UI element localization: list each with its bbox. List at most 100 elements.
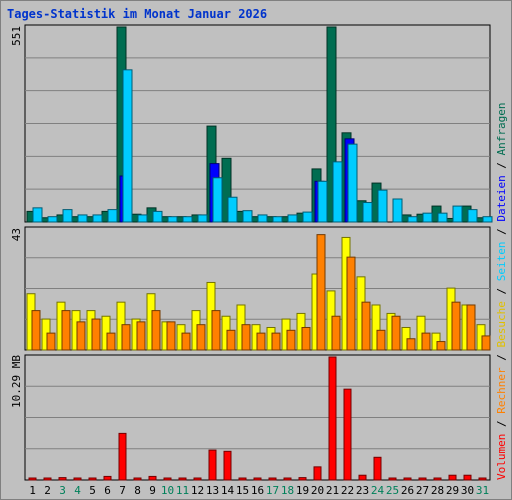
legend-rechner: Rechner (495, 367, 508, 414)
bar-rechner-day-3 (61, 310, 71, 351)
bar-volumen-day-29 (448, 474, 457, 481)
bar-volumen-day-25 (388, 477, 397, 481)
bar-seiten-day-11 (182, 216, 193, 223)
bar-rechner-day-13 (211, 310, 221, 351)
bar-seiten-day-22 (347, 143, 358, 223)
day-label-14: 14 (221, 484, 235, 497)
day-label-28: 28 (431, 484, 444, 497)
day-label-29: 29 (446, 484, 459, 497)
y-max-label-panel-3: 10.29 MB (10, 355, 23, 408)
bar-seiten-day-21 (332, 161, 343, 223)
day-label-25: 25 (386, 484, 399, 497)
bar-rechner-day-14 (226, 329, 236, 351)
bar-rechner-day-15 (241, 324, 251, 351)
bar-seiten-day-1 (32, 207, 43, 223)
bar-rechner-day-18 (286, 329, 296, 351)
bar-volumen-day-4 (73, 477, 82, 481)
bar-volumen-day-15 (238, 477, 247, 481)
bar-seiten-day-24 (377, 189, 388, 223)
day-label-27: 27 (416, 484, 429, 497)
bar-rechner-day-7 (121, 324, 131, 351)
bar-seiten-day-8 (137, 214, 148, 223)
legend-separator: / (495, 414, 508, 434)
bar-rechner-day-22 (346, 256, 356, 351)
bar-rechner-day-23 (361, 301, 371, 351)
bar-rechner-day-9 (151, 310, 161, 351)
day-label-6: 6 (104, 484, 111, 497)
bar-seiten-day-15 (242, 210, 253, 223)
day-label-9: 9 (149, 484, 156, 497)
day-label-11: 11 (176, 484, 189, 497)
bar-rechner-day-30 (466, 304, 476, 351)
day-label-22: 22 (341, 484, 354, 497)
bar-rechner-day-19 (301, 326, 311, 351)
bar-volumen-day-14 (223, 450, 232, 481)
day-label-26: 26 (401, 484, 414, 497)
bar-seiten-day-5 (92, 214, 103, 223)
day-label-12: 12 (191, 484, 204, 497)
legend-separator: / (495, 348, 508, 368)
bar-volumen-day-11 (178, 477, 187, 481)
bar-rechner-day-31 (481, 335, 491, 351)
day-label-24: 24 (371, 484, 385, 497)
bar-seiten-day-2 (47, 216, 58, 223)
bar-seiten-day-4 (77, 214, 88, 223)
day-label-2: 2 (44, 484, 51, 497)
legend-volumen: Volumen (495, 434, 508, 480)
bar-seiten-day-10 (167, 216, 178, 223)
legend-seiten: Seiten (495, 242, 508, 282)
legend-separator: / (495, 222, 508, 242)
bar-volumen-day-20 (313, 466, 322, 481)
bar-rechner-day-5 (91, 318, 101, 351)
bar-volumen-day-21 (328, 356, 337, 481)
legend-separator: / (495, 155, 508, 175)
bar-volumen-day-6 (103, 475, 112, 481)
bar-volumen-day-10 (163, 477, 172, 481)
bar-seiten-day-13 (212, 177, 223, 223)
bar-rechner-day-4 (76, 321, 86, 351)
day-label-3: 3 (59, 484, 66, 497)
y-max-label-panel-2: 43 (10, 228, 23, 241)
day-label-5: 5 (89, 484, 96, 497)
bar-volumen-day-3 (58, 477, 67, 481)
bar-seiten-day-19 (302, 211, 313, 223)
day-label-4: 4 (74, 484, 81, 497)
bar-volumen-day-26 (403, 477, 412, 481)
day-label-7: 7 (119, 484, 126, 497)
bar-volumen-day-8 (133, 477, 142, 481)
day-label-15: 15 (236, 484, 249, 497)
day-label-23: 23 (356, 484, 369, 497)
bar-rechner-day-1 (31, 310, 41, 351)
bar-rechner-day-17 (271, 332, 281, 351)
bar-seiten-day-3 (62, 209, 73, 223)
bar-volumen-day-16 (253, 477, 262, 481)
legend-anfragen: Anfragen (495, 102, 508, 155)
bar-seiten-day-7 (122, 69, 133, 223)
chart-title: Tages-Statistik im Monat Januar 2026 (7, 7, 268, 21)
bar-seiten-day-27 (422, 212, 433, 223)
bar-rechner-day-21 (331, 315, 341, 351)
bar-volumen-day-24 (373, 456, 382, 481)
bar-volumen-day-27 (418, 477, 427, 481)
legend-separator: / (495, 281, 508, 301)
bar-rechner-day-12 (196, 324, 206, 351)
day-label-10: 10 (161, 484, 174, 497)
bar-rechner-day-27 (421, 332, 431, 351)
bar-rechner-day-2 (46, 332, 56, 351)
bar-volumen-day-13 (208, 449, 217, 481)
day-label-17: 17 (266, 484, 279, 497)
bar-volumen-day-9 (148, 475, 157, 481)
bar-rechner-day-20 (316, 234, 326, 351)
bar-seiten-day-17 (272, 216, 283, 223)
day-label-21: 21 (326, 484, 339, 497)
bar-seiten-day-12 (197, 214, 208, 223)
bar-seiten-day-20 (317, 180, 328, 223)
bar-seiten-day-23 (362, 202, 373, 223)
bar-rechner-day-25 (391, 315, 401, 351)
bar-seiten-day-29 (452, 205, 463, 223)
bar-volumen-day-17 (268, 477, 277, 481)
right-legend: Volumen / Rechner / Besuche / Seiten / D… (495, 102, 508, 480)
bar-seiten-day-26 (407, 216, 418, 223)
day-label-8: 8 (134, 484, 141, 497)
